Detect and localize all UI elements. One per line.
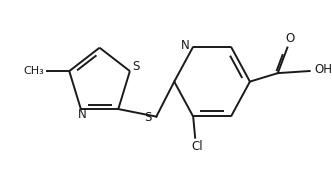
Text: OH: OH <box>315 63 332 76</box>
Text: Cl: Cl <box>191 140 203 153</box>
Text: N: N <box>77 108 86 121</box>
Text: S: S <box>145 111 152 124</box>
Text: O: O <box>285 32 294 45</box>
Text: CH₃: CH₃ <box>23 66 44 76</box>
Text: S: S <box>132 60 139 73</box>
Text: N: N <box>181 39 190 52</box>
